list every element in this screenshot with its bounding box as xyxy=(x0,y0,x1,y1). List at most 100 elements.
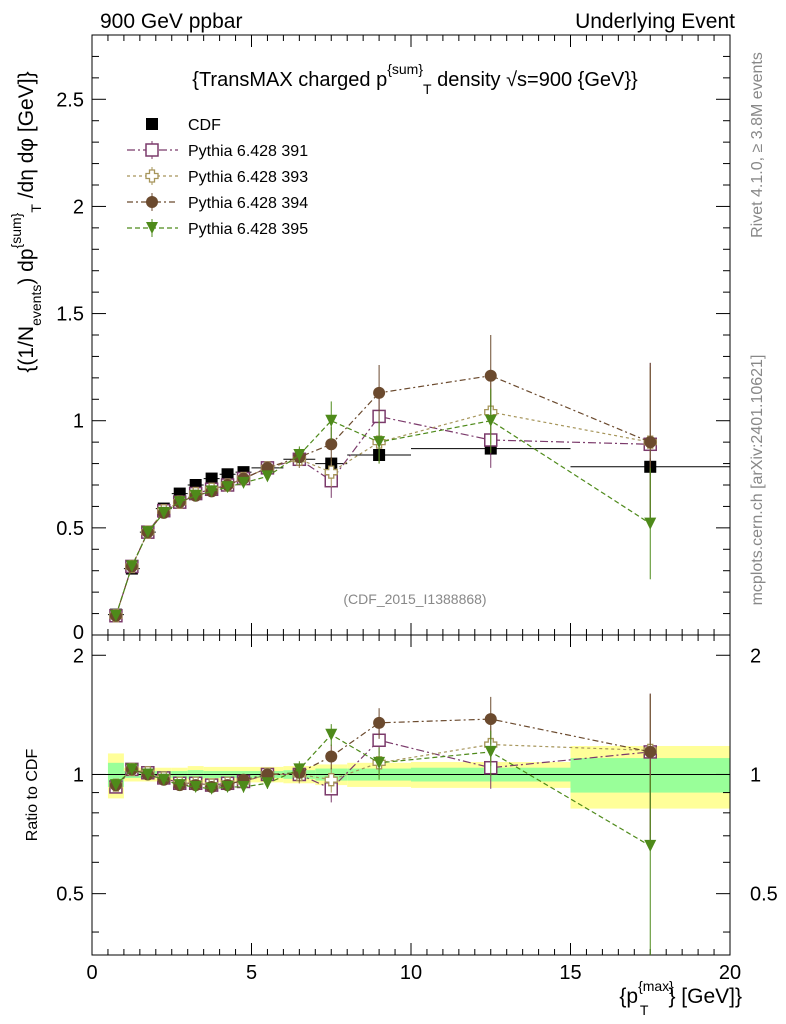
plot-title-part-c: s=900 {GeV}} xyxy=(517,69,638,91)
ratio-y-axis-label: Ratio to CDF xyxy=(24,749,41,842)
xlabel-sup-max: {max} xyxy=(638,978,674,994)
legend-label: CDF xyxy=(188,117,221,134)
x-tick-label: 15 xyxy=(559,962,581,984)
data-point xyxy=(205,485,218,498)
data-point xyxy=(261,470,274,483)
ratio-axis-ticks: 0 5 10 15 20 0.5 0.5 1 1 2 2 xyxy=(56,635,778,984)
series-pythia-6-428-395 xyxy=(109,388,657,622)
ratio-data-point xyxy=(189,780,202,793)
data-point xyxy=(221,468,234,481)
main-y-axis-label: {(1/Nevents) dp{sum} T /dη dφ [GeV]} xyxy=(8,71,44,372)
ylabel-part-b: ) dp xyxy=(15,248,38,284)
ratio-data-point xyxy=(484,745,497,758)
ratio-series-group xyxy=(109,693,657,955)
series-line xyxy=(115,415,651,616)
ylabel-part-a: {(1/N xyxy=(15,326,38,373)
ratio-uncertainty-bands xyxy=(92,745,730,809)
legend-label: Pythia 6.428 393 xyxy=(188,169,308,186)
data-point xyxy=(644,436,657,449)
legend-entry-pythia-6-428-393: Pythia 6.428 393 xyxy=(127,167,308,186)
ratio-data-point xyxy=(293,763,306,776)
x-tick-label: 20 xyxy=(719,962,741,984)
data-point xyxy=(484,369,497,382)
ratio-data-point xyxy=(373,716,386,729)
data-point xyxy=(157,506,170,519)
data-point xyxy=(173,496,186,509)
ratio-data-point xyxy=(157,773,170,786)
ylabel-sub-events: events xyxy=(28,285,44,326)
main-axis-ticks: 0.5 1 1.5 2 2.5 0 xyxy=(56,35,731,644)
legend-marker xyxy=(145,169,159,183)
main-y-tick-label: 1 xyxy=(73,411,84,433)
legend-entry-pythia-6-428-395: Pythia 6.428 395 xyxy=(127,219,308,238)
ratio-data-point xyxy=(644,745,657,758)
legend-marker xyxy=(146,118,158,130)
ratio-data-point xyxy=(644,839,657,852)
x-axis-label: {p{max} T} [GeV]} xyxy=(619,978,742,1018)
main-y-tick-label: 2.5 xyxy=(56,89,84,111)
ratio-plot-panel: 0 5 10 15 20 0.5 0.5 1 1 2 2 Ratio to CDF {p{max} T… xyxy=(24,634,778,1018)
ratio-data-point xyxy=(109,779,122,792)
mcplots-label: mcplots.cern.ch [arXiv:2401.10621] xyxy=(749,355,766,606)
ratio-data-point xyxy=(324,773,338,787)
data-point xyxy=(324,465,338,479)
ratio-data-point xyxy=(125,763,138,776)
data-point xyxy=(373,436,386,449)
legend-label: Pythia 6.428 394 xyxy=(188,195,308,212)
main-y-tick-label: 2 xyxy=(73,196,84,218)
plot-title-root: √ xyxy=(506,69,517,91)
x-tick-label: 0 xyxy=(86,962,97,984)
ratio-data-point xyxy=(237,780,250,793)
legend-entry-cdf: CDF xyxy=(146,117,221,134)
data-point xyxy=(325,438,338,451)
rivet-version-label: Rivet 4.1.0, ≥ 3.8M events xyxy=(749,52,766,238)
legend-entry-pythia-6-428-391: Pythia 6.428 391 xyxy=(127,141,308,160)
data-point xyxy=(293,449,306,461)
data-point xyxy=(189,489,202,502)
main-y-tick-label: 0.5 xyxy=(56,518,84,540)
data-point xyxy=(221,481,234,494)
data-point xyxy=(109,609,122,622)
plot-title-sup: {sum} xyxy=(387,61,423,77)
ratio-data-point xyxy=(373,756,386,769)
ratio-y-tick-label: 0.5 xyxy=(56,884,84,906)
legend-marker xyxy=(146,196,158,208)
ratio-data-point xyxy=(325,750,338,763)
legend-label: Pythia 6.428 391 xyxy=(188,143,308,160)
main-plot-panel: 0.5 1 1.5 2 2.5 0 {TransMAX charged p{sum}T d… xyxy=(8,34,731,644)
main-series-group xyxy=(107,335,730,623)
ratio-data-point xyxy=(261,777,274,790)
ratio-series-line xyxy=(115,739,651,790)
ratio-data-point xyxy=(221,780,234,793)
header-left: 900 GeV ppbar xyxy=(100,10,242,33)
xlabel-sub-t: T xyxy=(640,1002,649,1018)
ratio-series-pythia-6-428-395 xyxy=(109,724,657,955)
data-point xyxy=(644,517,657,530)
ratio-y-tick-label-right: 2 xyxy=(750,645,761,667)
legend-marker xyxy=(145,143,159,157)
ratio-data-point xyxy=(141,768,154,781)
series-pythia-6-428-394 xyxy=(109,335,657,622)
analysis-watermark: (CDF_2015_I1388868) xyxy=(343,591,486,607)
x-tick-label: 5 xyxy=(246,962,257,984)
header-right: Underlying Event xyxy=(575,10,735,33)
data-point xyxy=(205,472,218,485)
ratio-y-tick-label-right: 1 xyxy=(750,764,761,786)
ylabel-sub-t: T xyxy=(28,204,44,213)
ratio-data-point xyxy=(173,779,186,792)
plot-title: {TransMAX charged p{sum}T density √s=900… xyxy=(192,61,638,97)
data-point xyxy=(325,414,338,427)
legend-entry-pythia-6-428-394: Pythia 6.428 394 xyxy=(127,193,308,212)
legend-marker xyxy=(146,222,158,234)
ylabel-sup-sum: {sum} xyxy=(8,212,24,248)
main-y-zero-label: 0 xyxy=(73,622,84,644)
data-point xyxy=(125,560,138,573)
data-point xyxy=(141,526,154,539)
ratio-y-tick-label: 2 xyxy=(73,645,84,667)
ratio-data-point xyxy=(325,728,338,741)
plot-title-part-b: density xyxy=(432,69,506,91)
main-y-tick-label: 1.5 xyxy=(56,304,84,326)
x-tick-label: 10 xyxy=(400,962,422,984)
data-point xyxy=(237,476,250,489)
